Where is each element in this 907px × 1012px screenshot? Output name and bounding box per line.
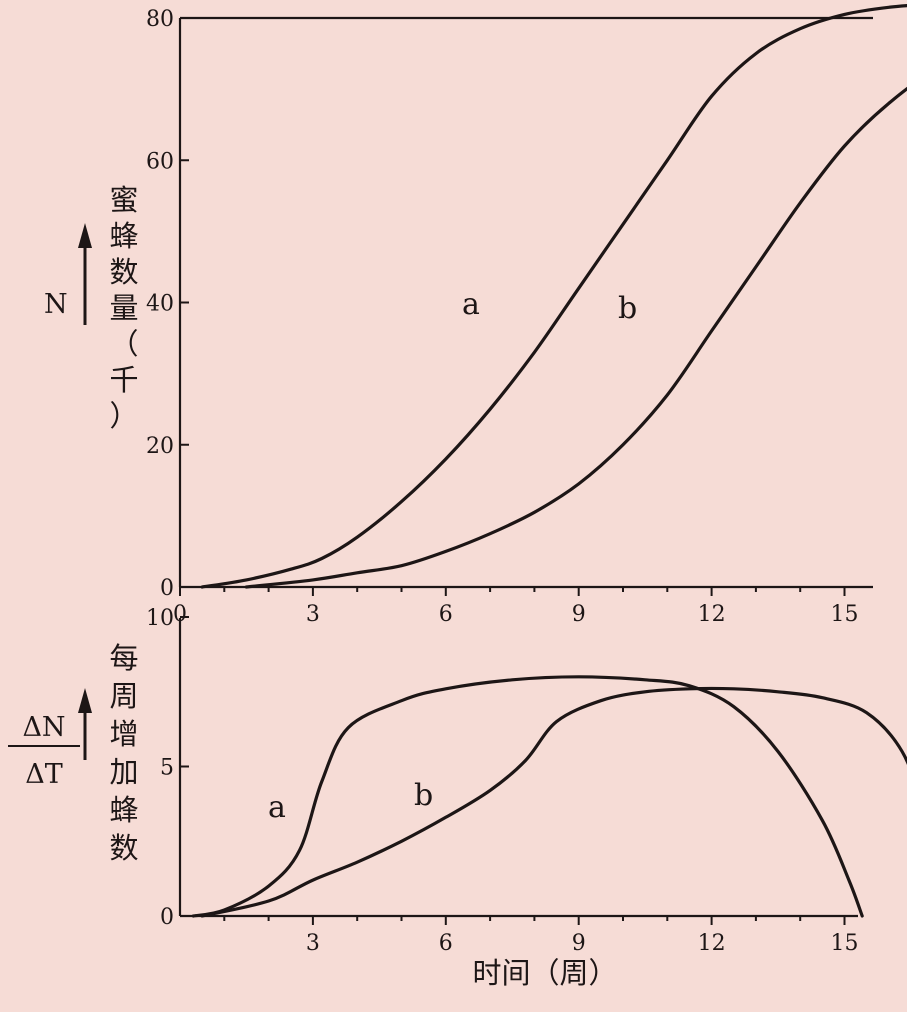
bottom-x-tick-label: 6 bbox=[439, 931, 453, 956]
top-y-tick-label: 40 bbox=[146, 292, 174, 317]
bottom-y-axis-numerator: ΔN bbox=[22, 712, 65, 743]
top-x-tick-label: 15 bbox=[831, 602, 859, 627]
bottom-y-tick-label: 0 bbox=[160, 905, 174, 930]
bottom-chart-ticks: 0510369121518 bbox=[146, 606, 859, 956]
bottom-y-tick-label: 5 bbox=[160, 756, 174, 781]
bottom-y-tick-label: 10 bbox=[146, 606, 174, 631]
top-series-b-label: b bbox=[618, 291, 637, 326]
top-y-tick-label: 20 bbox=[146, 434, 174, 459]
bottom-y-axis-label: ΔN ΔT 每周增加蜂数 bbox=[8, 641, 139, 865]
top-y-axis-arrow-icon bbox=[78, 223, 92, 248]
bottom-series-a-label: a bbox=[268, 790, 286, 825]
bottom-x-tick-label: 12 bbox=[698, 931, 726, 956]
top-y-tick-label: 80 bbox=[146, 7, 174, 32]
top-chart: 0 20 40 60 80 0 3 6 9 12 15 a b bbox=[146, 4, 907, 627]
bottom-x-tick-label: 15 bbox=[831, 931, 859, 956]
bottom-chart: 0510369121518 a b bbox=[146, 606, 907, 956]
top-y-tick-label: 0 bbox=[160, 576, 174, 601]
bottom-x-tick-label: 9 bbox=[572, 931, 586, 956]
top-x-tick-label: 12 bbox=[698, 602, 726, 627]
bottom-series-b-curve bbox=[200, 686, 907, 918]
top-x-tick-label: 9 bbox=[572, 602, 586, 627]
top-x-tick-label: 6 bbox=[439, 602, 453, 627]
top-y-axis-symbol: N bbox=[44, 289, 68, 320]
top-series-a-label: a bbox=[462, 287, 480, 322]
bottom-series-b-label: b bbox=[414, 778, 433, 813]
top-series-a-curve bbox=[200, 4, 907, 589]
bottom-chart-series bbox=[191, 675, 907, 918]
top-chart-ticks: 0 20 40 60 80 0 3 6 9 12 15 bbox=[146, 7, 859, 627]
bottom-series-a-curve bbox=[191, 675, 864, 918]
top-y-tick-label: 60 bbox=[146, 149, 174, 174]
top-y-axis-title: 蜜蜂数量（千） bbox=[109, 183, 138, 433]
bottom-y-axis-title: 每周增加蜂数 bbox=[109, 641, 138, 865]
top-series-b-curve bbox=[244, 86, 907, 589]
bottom-x-tick-label: 3 bbox=[306, 931, 320, 956]
bottom-y-axis-denominator: ΔT bbox=[25, 759, 63, 790]
top-chart-series bbox=[200, 4, 907, 589]
bottom-x-axis-title: 时间（周） bbox=[472, 956, 617, 990]
bottom-y-axis-arrow-icon bbox=[78, 688, 92, 713]
top-x-tick-label: 3 bbox=[306, 602, 320, 627]
top-x-tick-label: 0 bbox=[173, 602, 187, 627]
top-y-axis-label: N 蜜蜂数量（千） bbox=[44, 183, 139, 433]
